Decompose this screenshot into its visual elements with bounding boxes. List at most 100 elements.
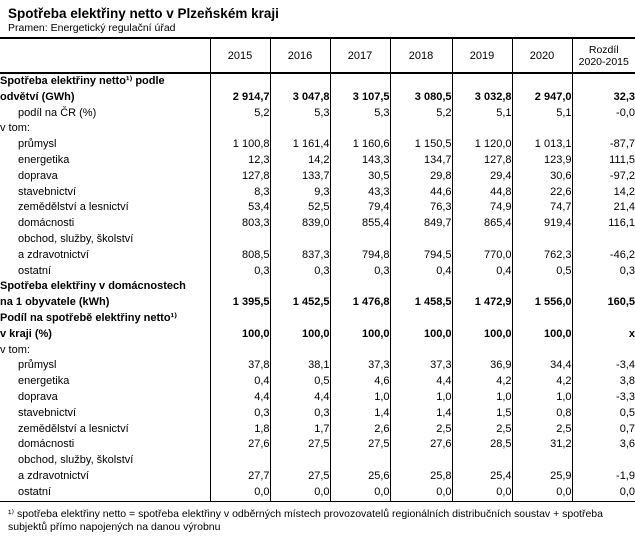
cell-2015: 0,3 — [210, 405, 271, 422]
row-label: obchod, služby, školství — [0, 231, 211, 248]
cell-2020: 0,8 — [512, 405, 573, 422]
row-label: ostatní — [0, 263, 211, 280]
cell-rozdil-2020-2015: 14,2 — [613, 185, 635, 198]
row-label: v tom: — [0, 342, 211, 359]
table-row: obchod, služby, školství — [0, 453, 635, 469]
cell-2017: 0,3 — [330, 263, 391, 280]
cell-2017: 3 107,5 — [330, 89, 391, 106]
cell-2020: 0,5 — [512, 263, 573, 280]
cell-2016: 14,2 — [270, 152, 331, 169]
row-label: ostatní — [0, 484, 211, 502]
cell-2016: 27,5 — [270, 468, 331, 485]
cell-2018: 5,2 — [390, 105, 453, 122]
cell-2019: 4,2 — [452, 374, 513, 390]
cell-2017: 1,4 — [330, 405, 391, 422]
cell-2019: 0,4 — [452, 263, 513, 280]
table-row: v kraji (%) 100,0 100,0 100,0 100,0 100,0 100,… — [0, 326, 635, 343]
cell-2018 — [390, 121, 453, 138]
table-row: Spotřeba elektřiny netto¹⁾ podle — [0, 73, 635, 90]
cell-2019: 1 472,9 — [452, 295, 513, 311]
table-row: domácnosti 803,3 839,0 855,4 849,7 865,4 919,4… — [0, 216, 635, 232]
table-row: ostatní 0,0 0,0 0,0 0,0 0,0 0,0 0,0 — [0, 484, 635, 502]
row-label: v tom: — [0, 121, 211, 138]
row-label: a zdravotnictví — [0, 247, 211, 264]
table-row: v tom: — [0, 342, 635, 359]
cell-2015: 12,3 — [210, 152, 271, 169]
cell-2015: 27,7 — [210, 468, 271, 485]
cell-2016: 27,5 — [270, 437, 331, 454]
row-label: Spotřeba elektřiny netto¹⁾ podle — [0, 73, 211, 90]
table-row: doprava 4,4 4,4 1,0 1,0 1,0 1,0 -3,3 — [0, 389, 635, 406]
cell-2017: 1 476,8 — [330, 295, 391, 311]
cell-2016: 0,5 — [270, 374, 331, 390]
cell-2015 — [210, 73, 271, 90]
header-year-2020: 2020 — [512, 37, 573, 74]
cell-2018: 2,5 — [390, 421, 453, 438]
table-row: odvětví (GWh) 2 914,7 3 047,8 3 107,5 3 080,… — [0, 89, 635, 106]
header-year-2015: 2015 — [210, 37, 271, 74]
cell-2015 — [210, 310, 271, 327]
row-label: stavebnictví — [0, 184, 211, 201]
cell-2020: 762,3 — [512, 247, 573, 264]
header-year-2018: 2018 — [390, 37, 453, 74]
cell-2020: 123,9 — [512, 152, 573, 169]
cell-2020 — [512, 279, 573, 296]
cell-2015: 8,3 — [210, 184, 271, 201]
table-row: Podíl na spotřebě elektřiny netto¹⁾ — [0, 310, 635, 327]
cell-2016: 5,3 — [270, 105, 331, 122]
source-note: Pramen: Energetický regulační úřad — [8, 22, 176, 34]
header-difference: Rozdíl 2020-2015 — [572, 37, 635, 74]
cell-2016: 100,0 — [270, 326, 331, 343]
table-row: průmysl 1 100,8 1 161,4 1 160,6 1 150,5 1 120… — [0, 137, 635, 153]
cell-2020: 1,0 — [512, 389, 573, 406]
cell-2015: 1 100,8 — [210, 137, 271, 153]
cell-2015 — [210, 231, 271, 248]
table-row: v tom: — [0, 121, 635, 138]
cell-2017 — [330, 231, 391, 248]
cell-2017: 855,4 — [330, 216, 391, 232]
cell-2016: 1 452,5 — [270, 295, 331, 311]
cell-2020 — [512, 342, 573, 359]
table-row: doprava 127,8 133,7 30,5 29,8 29,4 30,6 -97,2 — [0, 168, 635, 185]
cell-rozdil-2020-2015 — [572, 279, 635, 295]
cell-2019 — [452, 453, 513, 469]
cell-2015: 0,4 — [210, 374, 271, 390]
cell-2017 — [330, 279, 391, 296]
cell-2017: 1 160,6 — [330, 137, 391, 153]
cell-rozdil-2020-2015 — [572, 343, 635, 359]
cell-2015 — [210, 342, 271, 359]
cell-2017: 5,3 — [330, 105, 391, 122]
cell-2015: 37,8 — [210, 358, 271, 375]
header-difference-line2: 2020-2015 — [578, 55, 629, 68]
cell-2020: 2,5 — [512, 421, 573, 438]
cell-2016: 839,0 — [270, 216, 331, 232]
cell-2015: 1,8 — [210, 421, 271, 438]
cell-2018: 3 080,5 — [390, 89, 453, 106]
cell-2018: 1 458,5 — [390, 295, 453, 311]
row-label: odvětví (GWh) — [0, 89, 211, 106]
cell-2019 — [452, 342, 513, 359]
cell-2015: 53,4 — [210, 200, 271, 217]
cell-rozdil-2020-2015: 160,5 — [607, 296, 635, 309]
header-year-2017: 2017 — [330, 37, 391, 74]
cell-2016: 3 047,8 — [270, 89, 331, 106]
cell-rozdil-2020-2015 — [572, 73, 635, 90]
cell-2015: 100,0 — [210, 326, 271, 343]
cell-2019: 127,8 — [452, 152, 513, 169]
header-difference-line1: Rozdíl — [588, 43, 619, 56]
cell-2016: 9,3 — [270, 184, 331, 201]
cell-2016: 38,1 — [270, 358, 331, 375]
cell-2016: 133,7 — [270, 168, 331, 185]
cell-rozdil-2020-2015: -97,2 — [609, 169, 635, 182]
table-row: na 1 obyvatele (kWh) 1 395,5 1 452,5 1 476,… — [0, 295, 635, 311]
cell-2018: 25,8 — [390, 468, 453, 485]
cell-2017: 30,5 — [330, 168, 391, 185]
cell-2017 — [330, 121, 391, 138]
cell-2019: 5,1 — [452, 105, 513, 122]
cell-2019: 1,0 — [452, 389, 513, 406]
cell-2020 — [512, 453, 573, 469]
cell-2020: 30,6 — [512, 168, 573, 185]
row-label: na 1 obyvatele (kWh) — [0, 295, 211, 311]
cell-2017: 2,6 — [330, 421, 391, 438]
cell-2016 — [270, 310, 331, 327]
